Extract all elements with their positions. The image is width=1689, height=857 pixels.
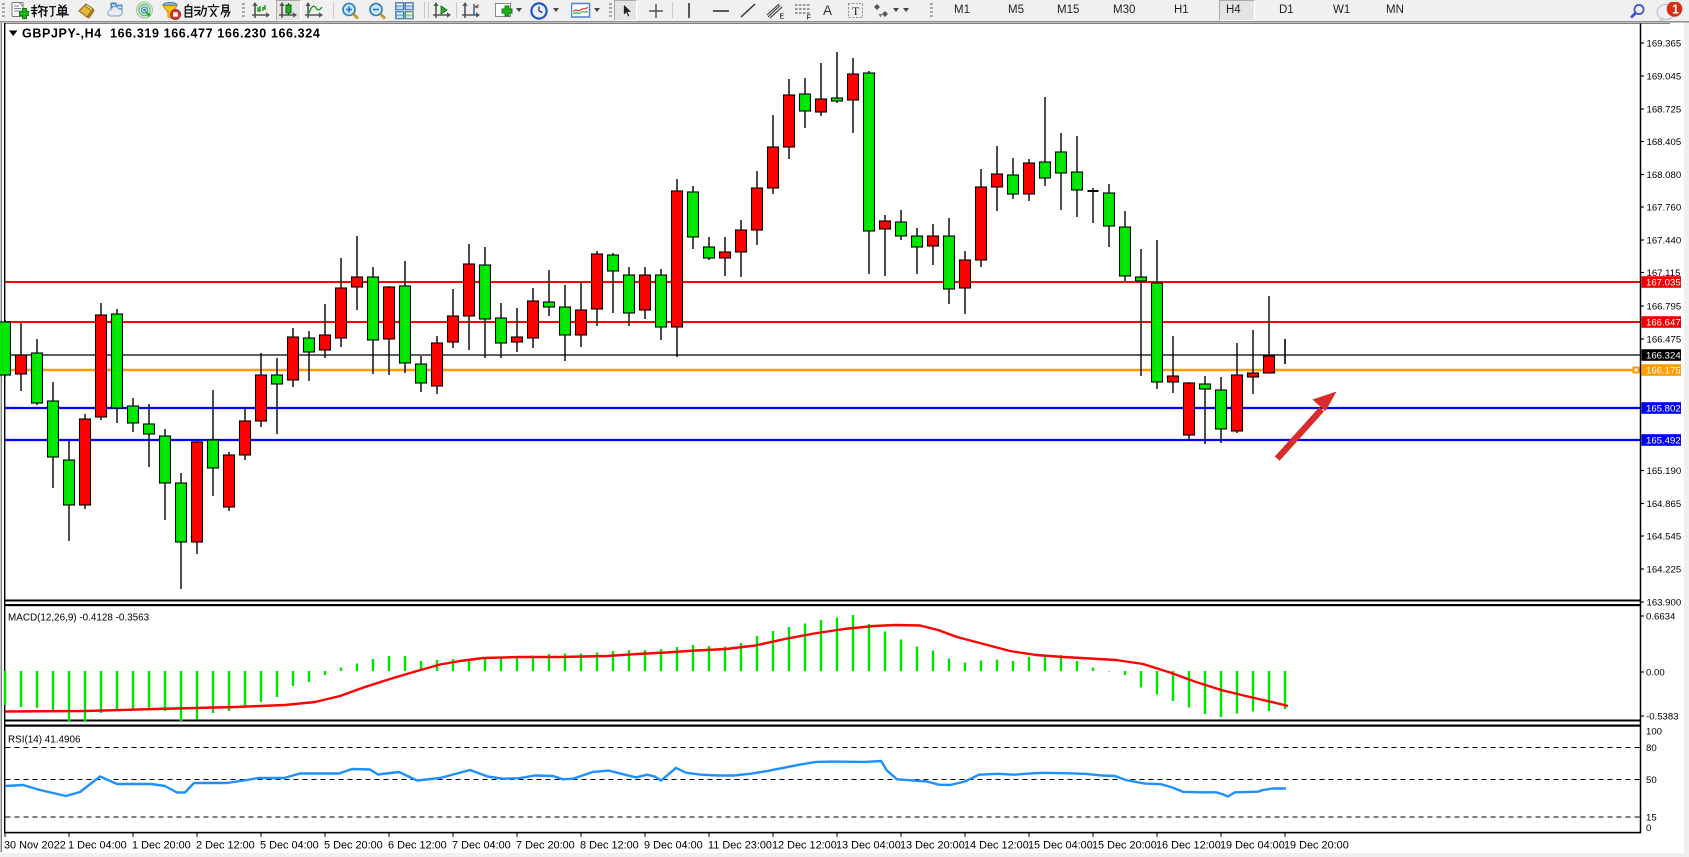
svg-text:9 Dec 04:00: 9 Dec 04:00 xyxy=(644,840,703,852)
svg-text:100: 100 xyxy=(1646,727,1662,738)
svg-text:167.760: 167.760 xyxy=(1647,203,1682,214)
svg-text:166.175: 166.175 xyxy=(1646,366,1681,377)
svg-text:F: F xyxy=(807,15,811,21)
svg-text:15: 15 xyxy=(1646,813,1657,824)
svg-text:167.035: 167.035 xyxy=(1646,278,1681,289)
svg-text:163.900: 163.900 xyxy=(1647,598,1682,609)
svg-text:168.405: 168.405 xyxy=(1647,137,1682,148)
svg-text:7 Dec 04:00: 7 Dec 04:00 xyxy=(452,840,511,852)
svg-text:168.080: 168.080 xyxy=(1647,170,1682,181)
svg-text:0.00: 0.00 xyxy=(1646,668,1665,679)
svg-text:164.225: 164.225 xyxy=(1647,565,1682,576)
svg-text:165.492: 165.492 xyxy=(1646,436,1681,447)
svg-text:14 Dec 12:00: 14 Dec 12:00 xyxy=(964,840,1029,852)
svg-text:169.045: 169.045 xyxy=(1647,72,1682,83)
svg-text:6 Dec 12:00: 6 Dec 12:00 xyxy=(388,840,447,852)
svg-text:164.545: 164.545 xyxy=(1647,532,1682,543)
svg-text:GBPJPY-,H4 166.319 166.477 16: GBPJPY-,H4 166.319 166.477 166.230 166.3… xyxy=(22,26,320,40)
svg-text:15 Dec 20:00: 15 Dec 20:00 xyxy=(1092,840,1157,852)
svg-text:0: 0 xyxy=(1646,823,1651,834)
svg-text:1 Dec 20:00: 1 Dec 20:00 xyxy=(132,840,191,852)
svg-text:13 Dec 20:00: 13 Dec 20:00 xyxy=(900,840,965,852)
svg-text:19 Dec 20:00: 19 Dec 20:00 xyxy=(1284,840,1349,852)
svg-text:5 Dec 20:00: 5 Dec 20:00 xyxy=(324,840,383,852)
svg-text:166.475: 166.475 xyxy=(1647,335,1682,346)
svg-text:164.865: 164.865 xyxy=(1647,499,1682,510)
svg-text:80: 80 xyxy=(1646,743,1657,754)
svg-text:15 Dec 04:00: 15 Dec 04:00 xyxy=(1028,840,1093,852)
svg-text:50: 50 xyxy=(1646,775,1657,786)
svg-text:19 Dec 04:00: 19 Dec 04:00 xyxy=(1220,840,1285,852)
svg-text:166.647: 166.647 xyxy=(1646,318,1681,329)
svg-text:1: 1 xyxy=(1672,3,1679,17)
svg-text:2 Dec 12:00: 2 Dec 12:00 xyxy=(196,840,255,852)
svg-text:12 Dec 12:00: 12 Dec 12:00 xyxy=(772,840,837,852)
svg-text:MACD(12,26,9) -0.4128 -0.3563: MACD(12,26,9) -0.4128 -0.3563 xyxy=(8,613,150,624)
svg-text:7 Dec 20:00: 7 Dec 20:00 xyxy=(516,840,575,852)
svg-text:0.6634: 0.6634 xyxy=(1646,612,1676,623)
svg-text:168.725: 168.725 xyxy=(1647,105,1682,116)
svg-text:E: E xyxy=(780,14,785,21)
svg-text:T: T xyxy=(852,4,860,18)
svg-text:-0.5383: -0.5383 xyxy=(1646,712,1679,723)
svg-text:167.440: 167.440 xyxy=(1647,236,1682,247)
svg-text:166.795: 166.795 xyxy=(1647,302,1682,313)
svg-text:165.190: 165.190 xyxy=(1647,466,1682,477)
svg-text:16 Dec 12:00: 16 Dec 12:00 xyxy=(1156,840,1221,852)
svg-text:166.324: 166.324 xyxy=(1646,351,1681,362)
svg-text:1 Dec 04:00: 1 Dec 04:00 xyxy=(68,840,127,852)
svg-text:167.115: 167.115 xyxy=(1647,268,1681,279)
svg-text:11 Dec 23:00: 11 Dec 23:00 xyxy=(708,840,772,852)
svg-text:RSI(14) 41.4906: RSI(14) 41.4906 xyxy=(8,735,81,746)
svg-text:13 Dec 04:00: 13 Dec 04:00 xyxy=(836,840,901,852)
svg-text:5 Dec 04:00: 5 Dec 04:00 xyxy=(260,840,319,852)
svg-text:8 Dec 12:00: 8 Dec 12:00 xyxy=(580,840,639,852)
svg-text:169.365: 169.365 xyxy=(1647,39,1682,50)
svg-text:30 Nov 2022: 30 Nov 2022 xyxy=(4,840,66,852)
svg-text:165.802: 165.802 xyxy=(1646,404,1681,415)
